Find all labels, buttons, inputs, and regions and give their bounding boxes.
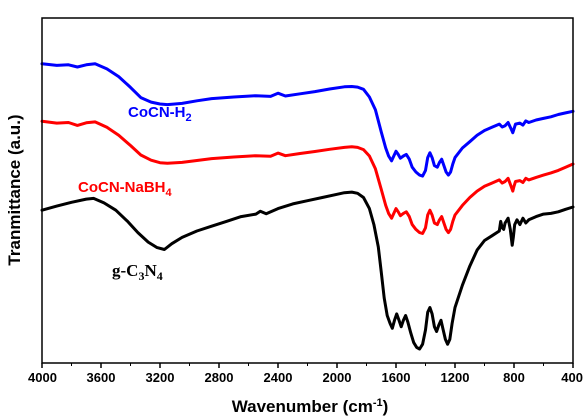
series-label-g-c3n4: g-C3N4 (112, 261, 163, 283)
x-axis-title-main: Wavenumber (cm (232, 397, 373, 416)
x-tick-label: 2800 (205, 370, 234, 385)
series-line-2 (40, 190, 575, 351)
x-tick-label: 400 (561, 370, 583, 385)
x-axis-title-end: ) (383, 397, 389, 416)
series-line-1 (40, 119, 575, 235)
x-axis-title-superscript: -1 (373, 397, 383, 409)
x-tick-label: 3600 (87, 370, 116, 385)
x-tick-label: 4000 (28, 370, 57, 385)
series-label-cocn-h2-main: CoCN-H (128, 104, 186, 121)
series-label-g-c3n4-sub2: 4 (157, 269, 163, 283)
x-axis-title: Wavenumber (cm-1) (232, 397, 389, 416)
series-label-cocn-h2-sub: 2 (186, 112, 192, 124)
series-label-cocn-h2: CoCN-H2 (128, 104, 192, 124)
x-ticks: 4000 3600 3200 2800 2400 2000 1600 1200 800 400 (28, 363, 583, 385)
series-layer (40, 62, 575, 351)
x-tick-label: 2400 (264, 370, 293, 385)
series-label-g-c3n4-mid: N (144, 261, 157, 280)
y-axis-title: Tranmittance (a.u.) (5, 114, 24, 265)
series-label-cocn-nabh4: CoCN-NaBH4 (78, 179, 173, 199)
series-label-g-c3n4-sub1: 3 (138, 269, 144, 283)
series-label-cocn-nabh4-main: CoCN-NaBH (78, 179, 166, 196)
x-tick-label: 800 (503, 370, 525, 385)
x-tick-label: 1600 (382, 370, 411, 385)
x-tick-label: 2000 (323, 370, 352, 385)
x-tick-label: 3200 (146, 370, 175, 385)
x-tick-label: 1200 (441, 370, 470, 385)
series-line-0 (40, 62, 575, 178)
series-label-cocn-nabh4-sub: 4 (166, 187, 173, 199)
series-label-g-c3n4-main: g-C (112, 261, 138, 280)
